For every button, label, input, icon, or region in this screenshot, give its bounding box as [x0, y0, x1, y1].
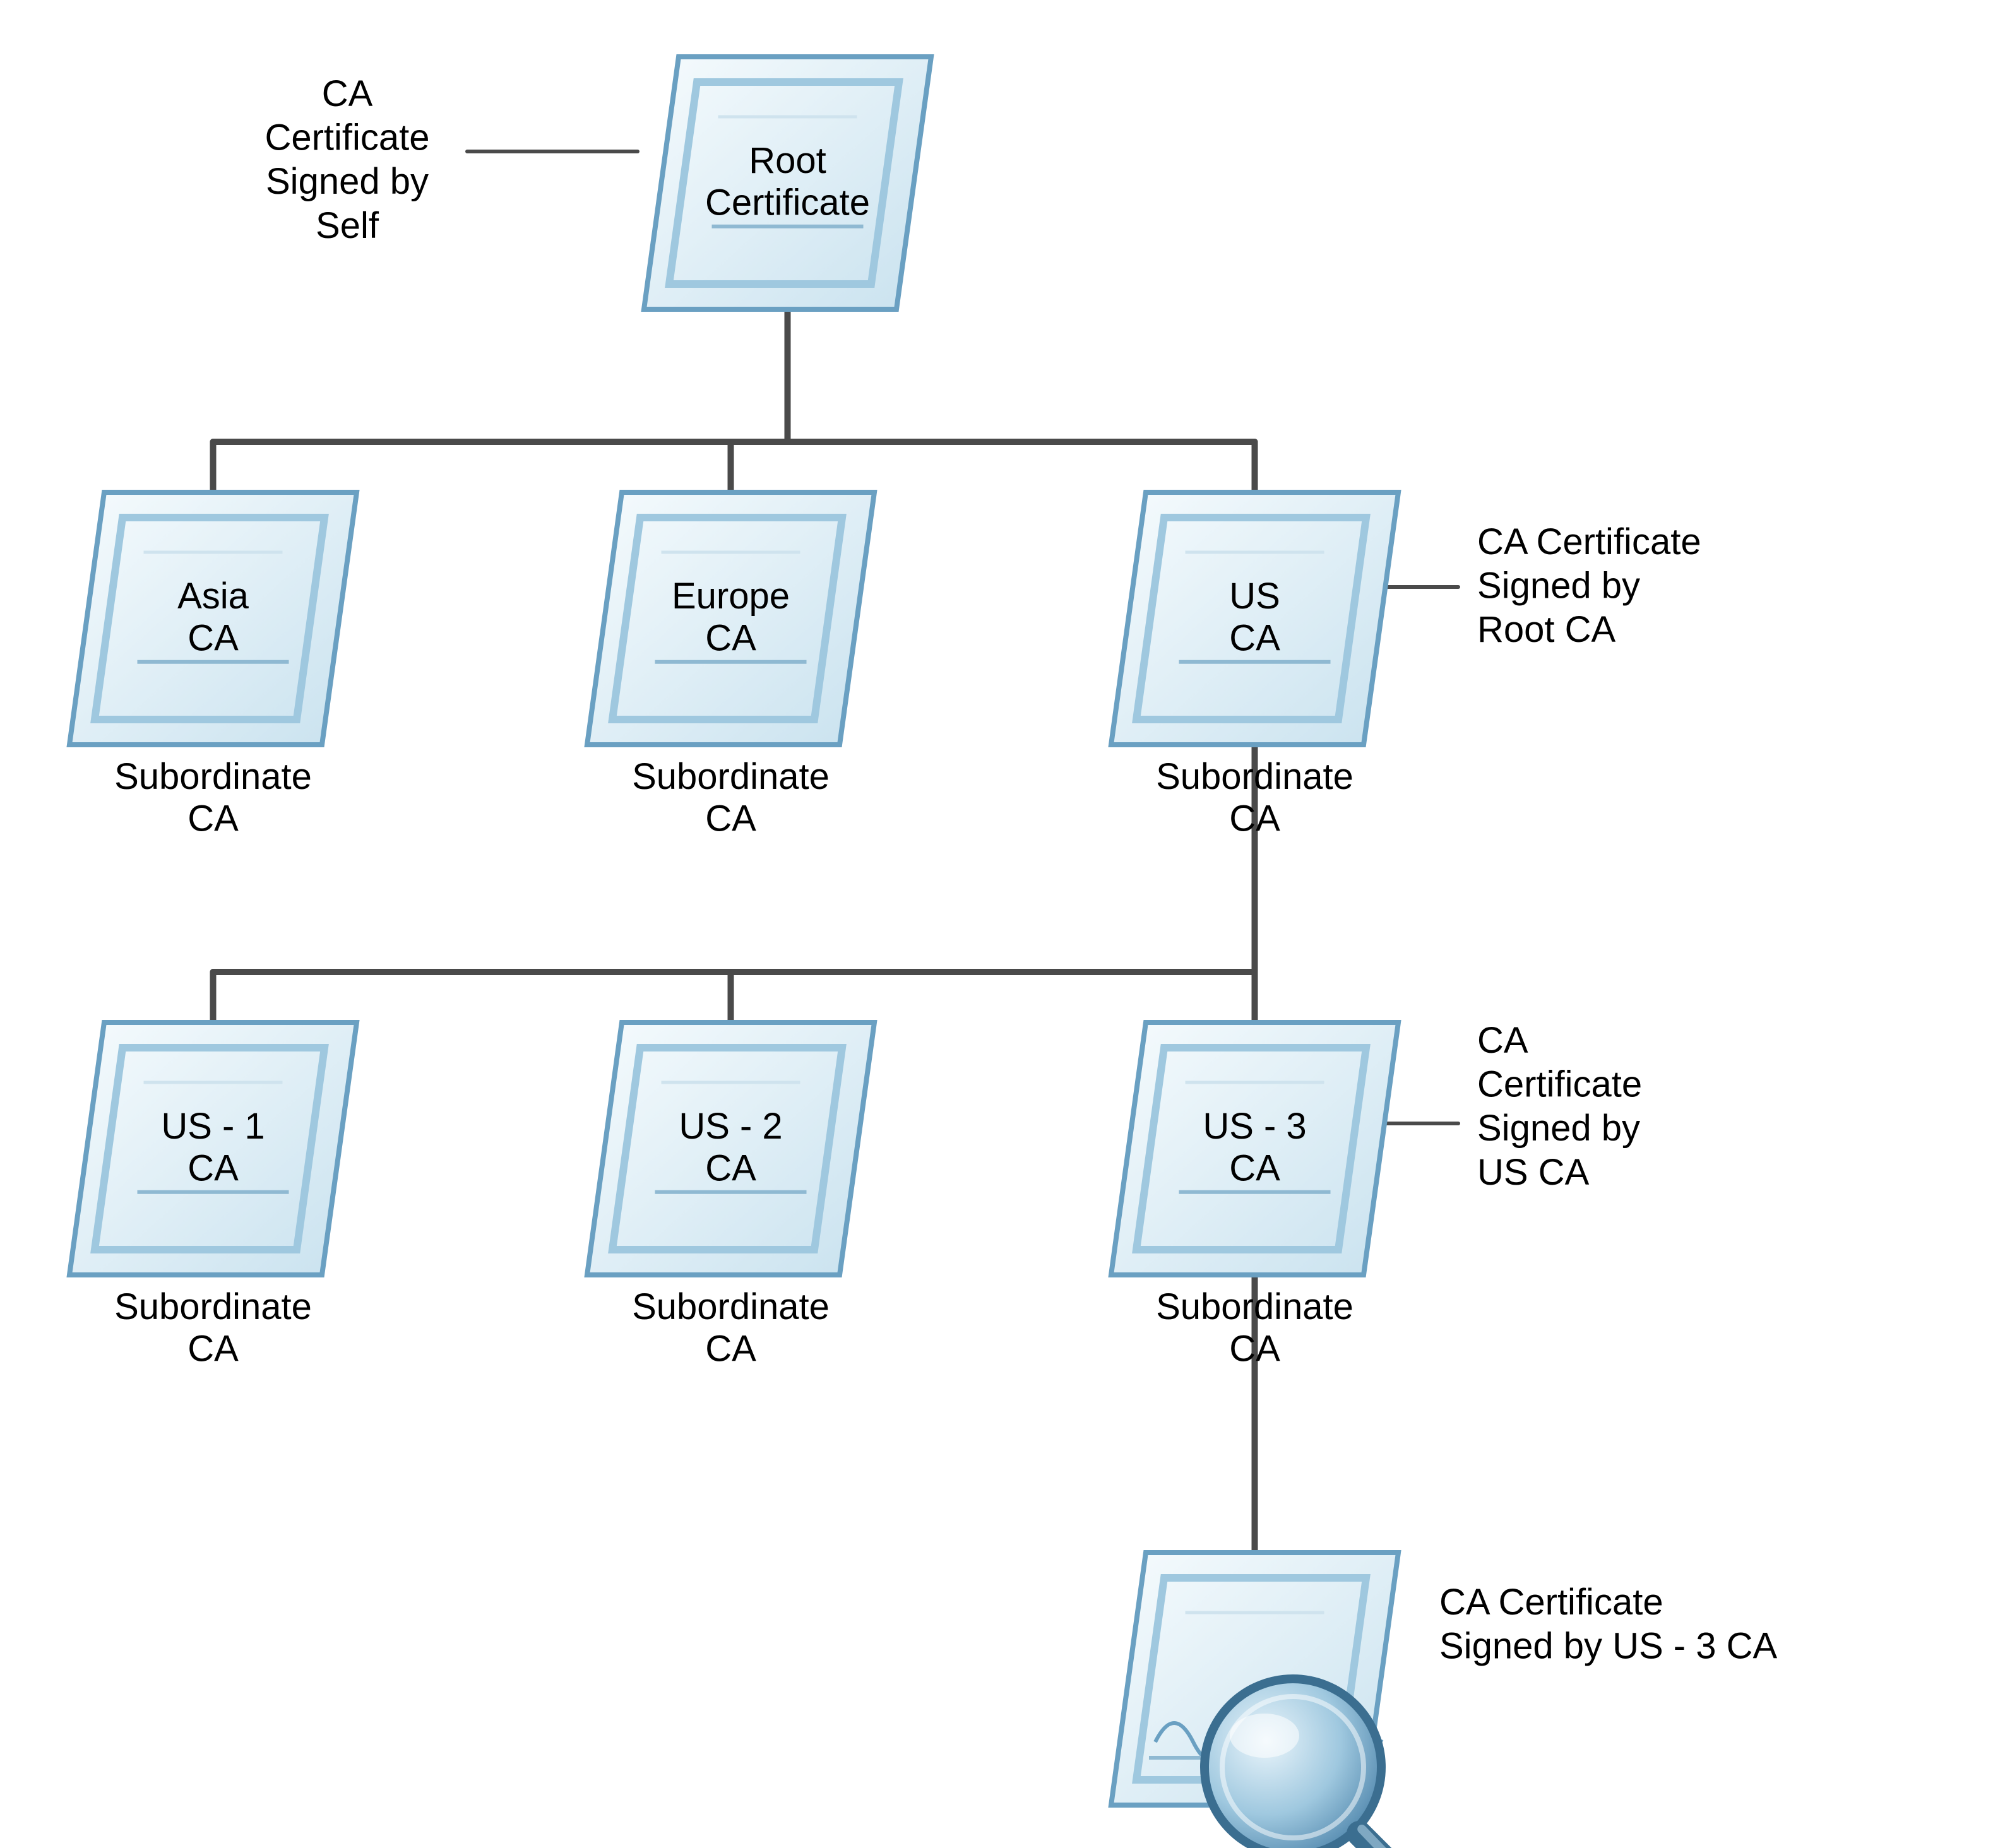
- us3-label: US - 3: [1203, 1106, 1306, 1147]
- annotation-leaf_right-line-0: CA Certificate: [1439, 1582, 1663, 1623]
- europe-certificate: EuropeCASubordinateCA: [587, 492, 874, 839]
- us2-caption-1: CA: [705, 1329, 756, 1370]
- us-label-2: CA: [1229, 618, 1280, 659]
- magnifier-icon: [1205, 1679, 1430, 1848]
- annotation-root_left-line-3: Self: [316, 205, 379, 246]
- europe-label-2: CA: [705, 618, 756, 659]
- us3-label-2: CA: [1229, 1148, 1280, 1189]
- us2-certificate: US - 2CASubordinateCA: [587, 1022, 874, 1370]
- annotation-us_right-line-2: Root CA: [1477, 609, 1616, 650]
- us2-caption-0: Subordinate: [632, 1286, 830, 1327]
- annotation-us3_right-line-0: CA: [1477, 1020, 1528, 1061]
- asia-label-2: CA: [187, 618, 239, 659]
- us-label: US: [1229, 576, 1280, 617]
- asia-caption-0: Subordinate: [114, 756, 312, 797]
- annotation-us3_right-line-1: Certificate: [1477, 1064, 1642, 1105]
- root-label: Root: [749, 140, 826, 181]
- europe-caption-1: CA: [705, 798, 756, 839]
- root-certificate: RootCertificate: [644, 57, 931, 309]
- us3-caption-1: CA: [1229, 1329, 1280, 1370]
- europe-label: Europe: [672, 576, 790, 617]
- us2-label: US - 2: [679, 1106, 782, 1147]
- us2-label-2: CA: [705, 1148, 756, 1189]
- us1-caption-0: Subordinate: [114, 1286, 312, 1327]
- annotation-us3_right-line-2: Signed by: [1477, 1108, 1640, 1149]
- us1-certificate: US - 1CASubordinateCA: [69, 1022, 357, 1370]
- us1-caption-1: CA: [187, 1329, 239, 1370]
- annotation-us_right-line-0: CA Certificate: [1477, 521, 1701, 562]
- annotation-us_right-line-1: Signed by: [1477, 566, 1640, 607]
- annotation-root_left-line-2: Signed by: [266, 161, 429, 202]
- us1-label: US - 1: [161, 1106, 265, 1147]
- leaf-certificate: [1111, 1553, 1430, 1848]
- annotation-us_right: CA CertificateSigned byRoot CA: [1477, 521, 1701, 650]
- us-caption-1: CA: [1229, 798, 1280, 839]
- annotation-leaf_right-line-1: Signed by US - 3 CA: [1439, 1626, 1777, 1667]
- annotation-root_left-line-0: CA: [322, 73, 373, 114]
- us1-label-2: CA: [187, 1148, 239, 1189]
- us3-caption-0: Subordinate: [1156, 1286, 1354, 1327]
- us-caption-0: Subordinate: [1156, 756, 1354, 797]
- annotation-us3_right: CACertificateSigned byUS CA: [1477, 1020, 1642, 1193]
- asia-caption-1: CA: [187, 798, 239, 839]
- europe-caption-0: Subordinate: [632, 756, 830, 797]
- asia-certificate: AsiaCASubordinateCA: [69, 492, 357, 839]
- root-label-2: Certificate: [705, 182, 870, 223]
- annotation-us3_right-line-3: US CA: [1477, 1152, 1590, 1193]
- asia-label: Asia: [177, 576, 249, 617]
- annotation-leaf_right: CA CertificateSigned by US - 3 CA: [1439, 1582, 1777, 1667]
- us-certificate: USCASubordinateCA: [1111, 492, 1398, 839]
- us3-certificate: US - 3CASubordinateCA: [1111, 1022, 1398, 1370]
- annotation-root_left: CACertificateSigned bySelf: [265, 73, 429, 246]
- annotation-root_left-line-1: Certificate: [265, 117, 429, 158]
